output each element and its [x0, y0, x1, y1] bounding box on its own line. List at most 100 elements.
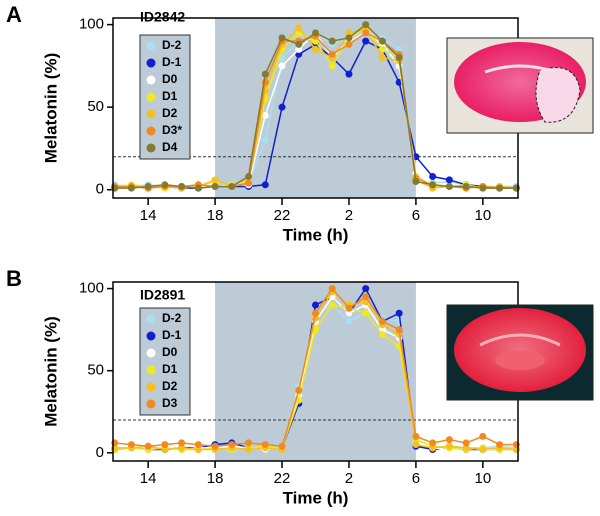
legend-label: D-1 [162, 328, 182, 342]
x-tick-label: 6 [412, 470, 420, 487]
x-tick-label: 2 [345, 207, 353, 224]
data-point [345, 317, 353, 325]
data-point [178, 444, 186, 452]
data-point [295, 50, 303, 58]
data-point [378, 317, 386, 325]
y-axis-label: Melatonin (%) [41, 53, 60, 164]
legend-marker [146, 382, 156, 392]
data-point [295, 40, 303, 48]
data-point [328, 62, 336, 70]
data-point [295, 24, 303, 32]
data-point [429, 444, 437, 452]
legend-label: D3* [162, 123, 182, 137]
data-point [111, 439, 119, 447]
legend-label: D0 [162, 345, 178, 359]
data-point [479, 184, 487, 192]
data-point [395, 54, 403, 62]
data-point [261, 441, 269, 449]
data-point [429, 173, 437, 181]
data-point [211, 176, 219, 184]
data-point [378, 54, 386, 62]
legend-label: D2 [162, 106, 178, 120]
legend-label: D4 [162, 140, 178, 154]
data-point [312, 301, 319, 309]
data-point [144, 182, 152, 190]
data-point [395, 45, 403, 53]
data-point [378, 37, 386, 45]
data-point [312, 45, 319, 53]
x-tick-label: 18 [207, 207, 224, 224]
legend-marker [146, 143, 156, 153]
data-point [378, 45, 386, 53]
y-tick-label: 100 [79, 280, 104, 297]
data-point [278, 442, 286, 450]
y-tick-label: 0 [96, 181, 104, 198]
data-point [127, 441, 135, 449]
data-point [445, 176, 453, 184]
legend-label: D1 [162, 362, 178, 376]
legend-label: D1 [162, 89, 178, 103]
data-point [328, 37, 336, 45]
x-tick-label: 10 [475, 470, 492, 487]
data-point [295, 386, 303, 394]
x-tick-label: 14 [140, 207, 157, 224]
x-tick-label: 6 [412, 207, 420, 224]
data-point [362, 285, 370, 293]
data-point [245, 179, 253, 187]
data-point [512, 184, 520, 192]
data-point [445, 182, 453, 190]
data-point [496, 441, 504, 449]
data-point [462, 439, 470, 447]
data-point [144, 442, 152, 450]
data-point [395, 309, 403, 317]
data-point [111, 184, 119, 192]
x-tick-label: 10 [475, 207, 492, 224]
data-point [178, 182, 186, 190]
legend-marker [146, 126, 156, 136]
legend-marker [146, 331, 156, 341]
data-point [362, 29, 370, 37]
data-point [445, 442, 453, 450]
legend-label: D-1 [162, 55, 182, 69]
y-tick-label: 50 [87, 98, 104, 115]
data-point [362, 293, 370, 301]
legend-label: D-2 [162, 311, 182, 325]
data-point [362, 309, 370, 317]
data-point [161, 181, 169, 189]
data-point [278, 62, 286, 70]
data-point [362, 37, 370, 45]
data-point [278, 34, 286, 42]
data-point [161, 441, 169, 449]
data-point [261, 70, 269, 78]
legend-marker [146, 399, 156, 409]
data-point [194, 184, 202, 192]
legend-marker [146, 314, 156, 324]
data-point [429, 181, 437, 189]
data-point [295, 45, 303, 53]
data-point [328, 50, 336, 58]
legend-box [139, 307, 191, 416]
legend-marker [146, 109, 156, 119]
x-tick-label: 14 [140, 470, 157, 487]
legend-marker [146, 41, 156, 51]
data-point [345, 70, 353, 78]
x-tick-label: 22 [274, 207, 291, 224]
data-point [194, 441, 202, 449]
x-tick-label: 22 [274, 470, 291, 487]
data-point [345, 309, 353, 317]
legend-label: D0 [162, 72, 178, 86]
data-point [328, 285, 336, 293]
data-point [211, 442, 219, 450]
data-point [161, 446, 169, 454]
data-point [412, 441, 420, 449]
annotation: ID2842 [140, 9, 185, 25]
y-axis-label: Melatonin (%) [41, 316, 60, 427]
inset-a [446, 37, 594, 134]
data-point [228, 441, 236, 449]
data-point [194, 446, 202, 454]
legend-label: D3 [162, 396, 178, 410]
data-point [245, 439, 253, 447]
data-point [328, 301, 336, 309]
data-point [479, 432, 487, 440]
